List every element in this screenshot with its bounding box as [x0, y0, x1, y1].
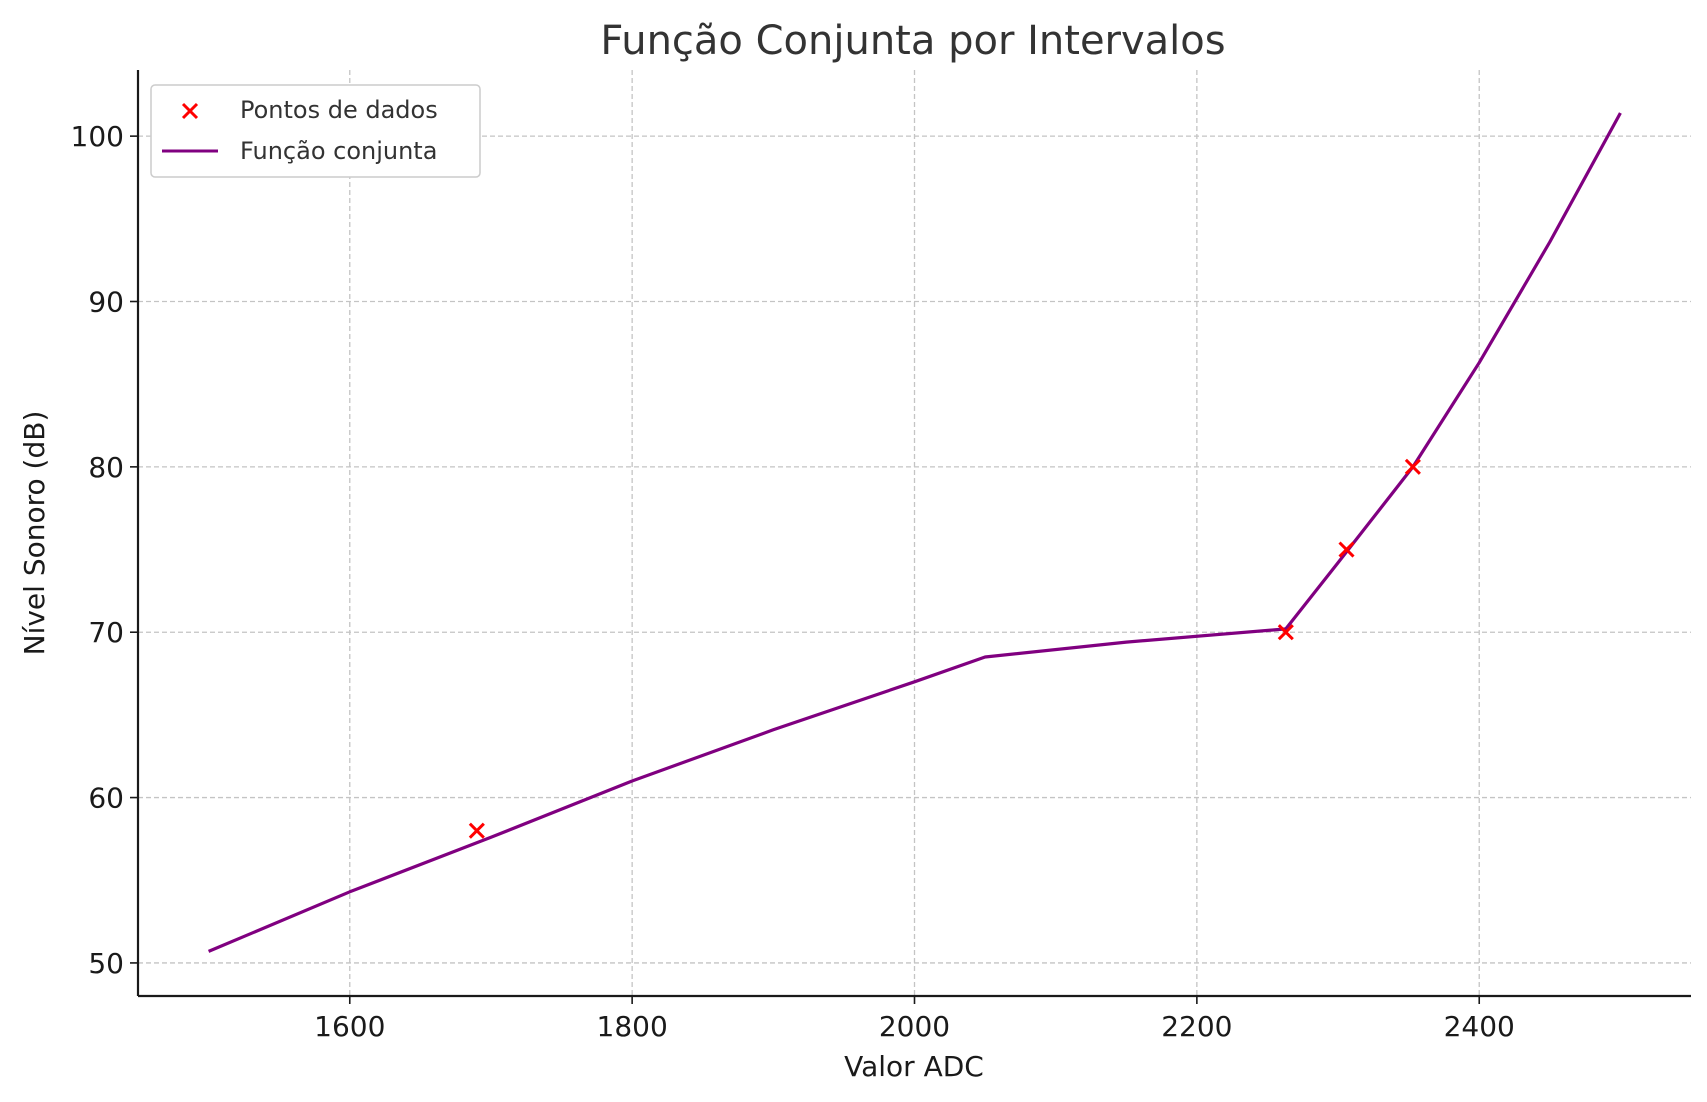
- legend-marker-scatter: [181, 102, 199, 120]
- x-tick-label: 1600: [314, 1010, 385, 1043]
- x-tick-label: 2400: [1444, 1010, 1515, 1043]
- legend-x-marker: [181, 102, 199, 120]
- y-tick-label: 100: [71, 120, 124, 153]
- y-tick-label: 70: [88, 616, 124, 649]
- data-point: [1338, 541, 1355, 558]
- x-tick-label: 1800: [597, 1010, 668, 1043]
- data-point: [1404, 458, 1421, 475]
- marker-stroke: [1277, 624, 1294, 641]
- series-line-funcao-conjunta: [207, 112, 1622, 953]
- axis-ticks: 1600 1800 2000 2200 2400 50 60 70 80 90 100: [71, 120, 1515, 1043]
- marker-stroke: [181, 102, 199, 120]
- x-tick-label: 2200: [1161, 1010, 1232, 1043]
- y-tick-label: 60: [88, 782, 124, 815]
- grid-lines: [138, 70, 1691, 996]
- y-axis-label: Nível Sonoro (dB): [18, 411, 51, 656]
- marker-stroke: [1404, 458, 1421, 475]
- plot-area: [207, 112, 1622, 953]
- legend-box: [150, 84, 481, 178]
- legend-label-line: Função conjunta: [240, 137, 437, 165]
- y-tick-label: 50: [88, 947, 124, 980]
- y-tick-label: 80: [88, 451, 124, 484]
- x-tick-label: 2000: [879, 1010, 950, 1043]
- data-point: [468, 822, 485, 839]
- x-axis-label: Valor ADC: [844, 1050, 984, 1083]
- marker-stroke: [1338, 541, 1355, 558]
- data-point: [1277, 624, 1294, 641]
- legend: Pontos de dados Função conjunta: [150, 84, 481, 178]
- chart-title: Função Conjunta por Intervalos: [600, 18, 1225, 64]
- y-tick-label: 90: [88, 286, 124, 319]
- marker-stroke: [468, 822, 485, 839]
- legend-label-points: Pontos de dados: [240, 96, 438, 124]
